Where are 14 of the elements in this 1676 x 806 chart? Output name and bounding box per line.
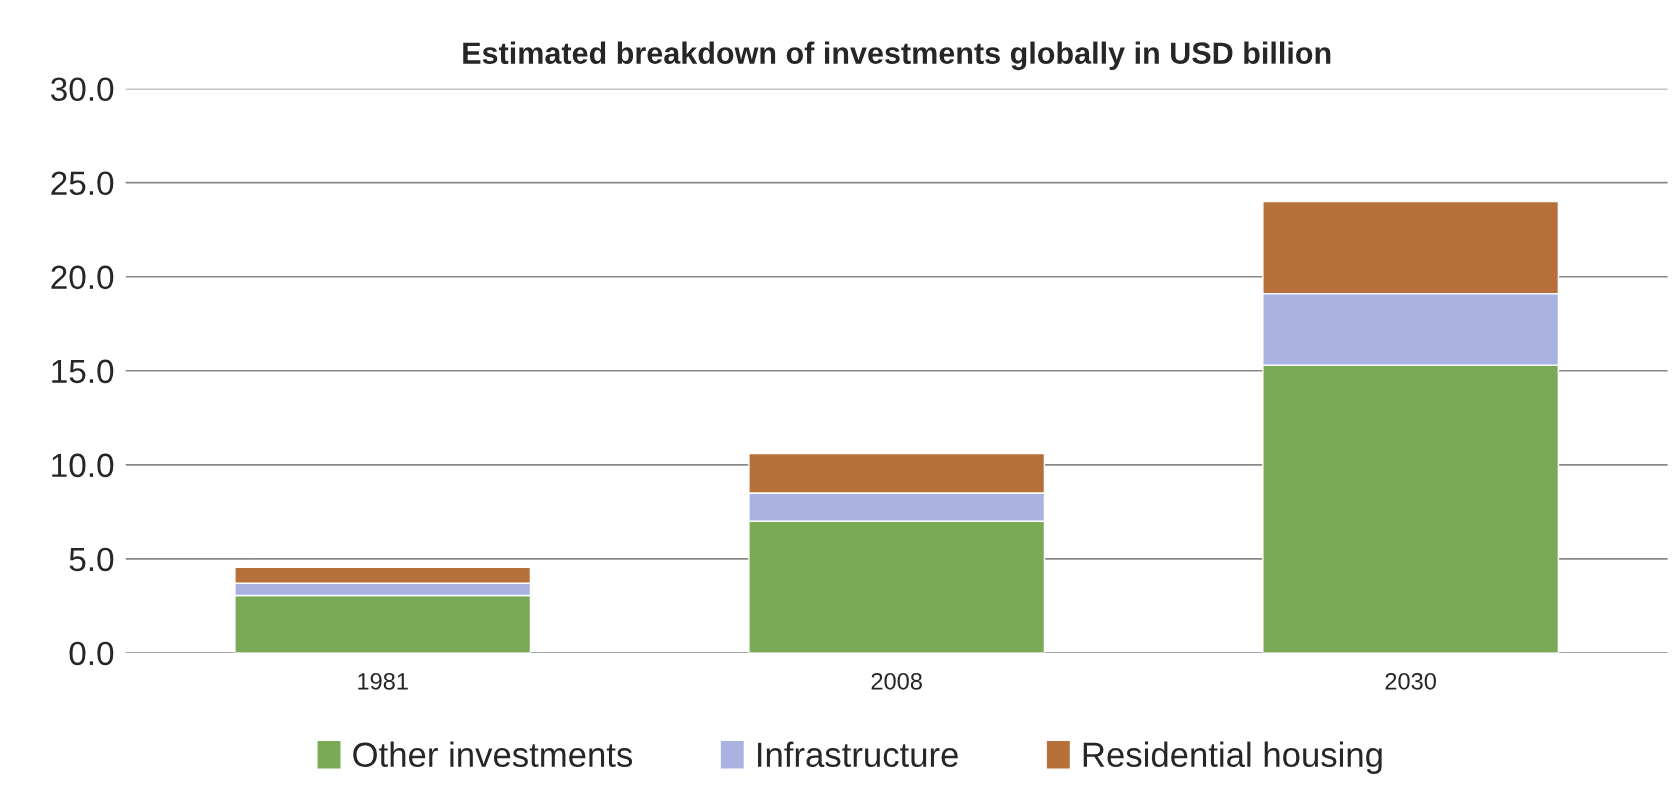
y-tick-label: 10.0 [52,453,114,478]
x-tick-label: 2030 [1385,672,1436,690]
legend-label: Residential housing [1083,741,1382,774]
y-tick-label: 0.0 [69,641,114,666]
y-tick-label: 15.0 [52,359,114,384]
chart-title: Estimated breakdown of investments globally in USD billion [463,41,1331,71]
x-tick-label: 2008 [871,672,922,690]
y-tick-label: 30.0 [50,77,114,102]
y-tick-label: 20.0 [51,265,114,290]
y-tick-label: 5.0 [69,547,114,572]
x-tick-label: 1981 [358,672,408,690]
y-tick-label: 25.0 [51,171,114,196]
legend-label: Infrastructure [758,741,958,768]
legend-label: Other investments [353,741,633,768]
